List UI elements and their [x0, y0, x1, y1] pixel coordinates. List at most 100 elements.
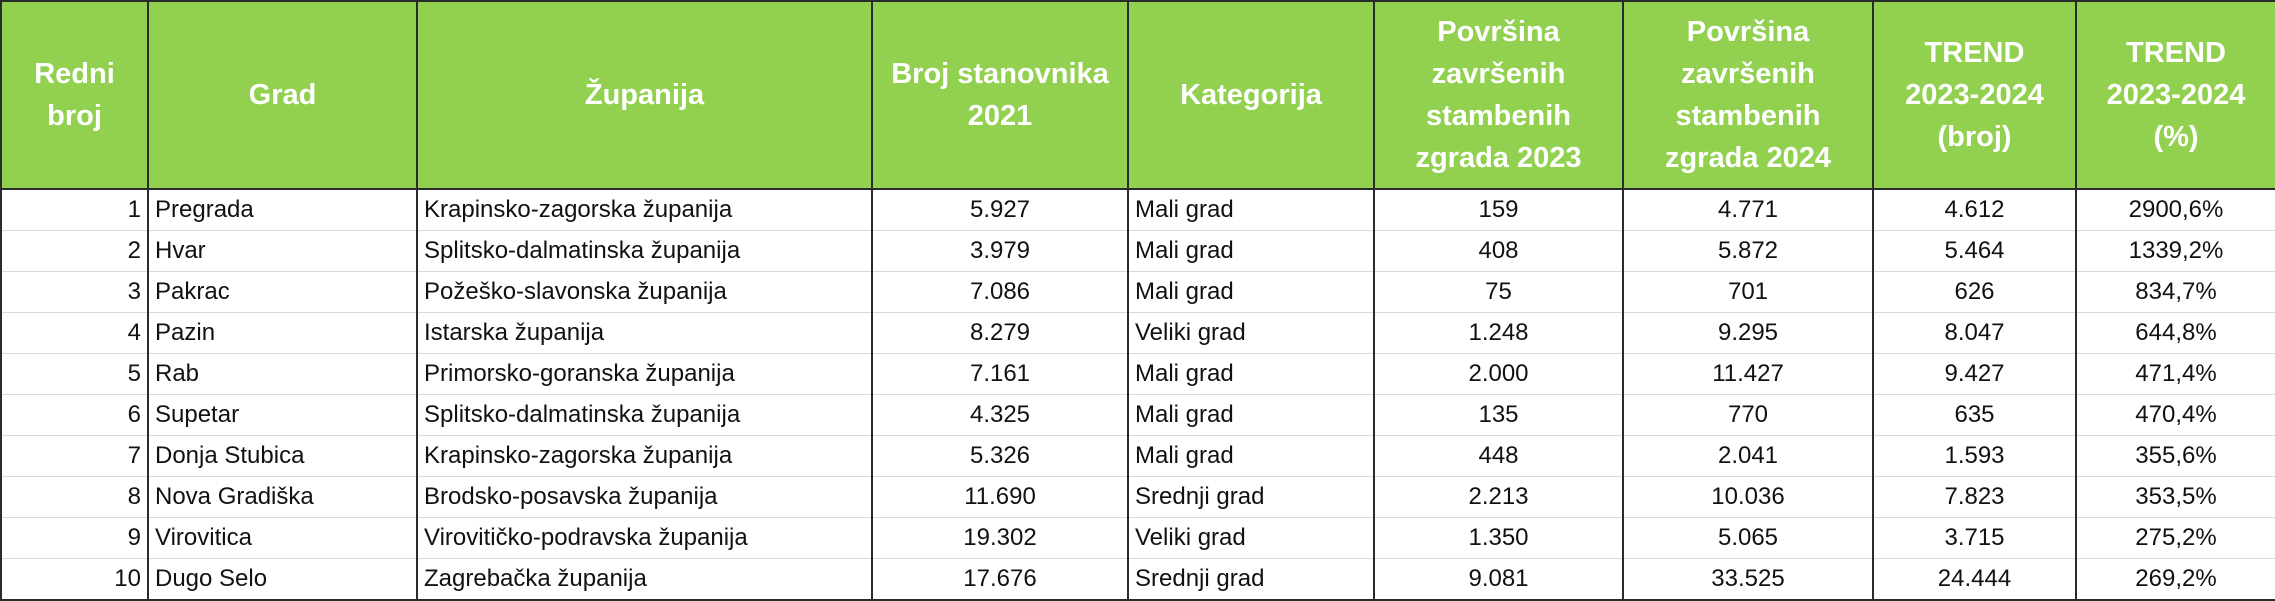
table-cell: 3.715: [1872, 517, 2077, 559]
table-cell: 2900,6%: [2075, 189, 2275, 231]
table-cell: 770: [1622, 394, 1874, 436]
table-body: 1 Pregrada Krapinsko-zagorska županija 5.92…: [0, 189, 2275, 601]
table-cell: 275,2%: [2075, 517, 2275, 559]
table-cell: 5.065: [1622, 517, 1874, 559]
table-cell: 10: [0, 558, 149, 601]
table-cell: 471,4%: [2075, 353, 2275, 395]
table-cell: Pakrac: [147, 271, 418, 313]
table-cell: 701: [1622, 271, 1874, 313]
table-cell: 2.041: [1622, 435, 1874, 477]
table-cell: 33.525: [1622, 558, 1874, 601]
table-cell: 4.612: [1872, 189, 2077, 231]
table-cell: 1.350: [1373, 517, 1624, 559]
table-cell: Dugo Selo: [147, 558, 418, 601]
table-row: 5 Rab Primorsko-goranska županija 7.161 Mali…: [0, 353, 2275, 395]
table-row: 9 Virovitica Virovitičko-podravska županij…: [0, 517, 2275, 559]
table-cell: Nova Gradiška: [147, 476, 418, 518]
table-cell: 7.161: [871, 353, 1129, 395]
table-cell: 1.593: [1872, 435, 2077, 477]
column-header: Kategorija: [1127, 0, 1375, 190]
table-cell: Zagrebačka županija: [416, 558, 873, 601]
table-cell: Splitsko-dalmatinska županija: [416, 230, 873, 272]
table-cell: Supetar: [147, 394, 418, 436]
table-cell: 5.464: [1872, 230, 2077, 272]
table-cell: 7: [0, 435, 149, 477]
table-cell: 4.325: [871, 394, 1129, 436]
table-cell: 1.248: [1373, 312, 1624, 354]
table-row: 2 Hvar Splitsko-dalmatinska županija 3.979 M…: [0, 230, 2275, 272]
table-cell: Krapinsko-zagorska županija: [416, 189, 873, 231]
header-row: Redni broj Grad Županija Broj stanovnika 20…: [0, 0, 2275, 190]
table-cell: 11.427: [1622, 353, 1874, 395]
table-cell: 1339,2%: [2075, 230, 2275, 272]
table-cell: 5.927: [871, 189, 1129, 231]
table-cell: Mali grad: [1127, 230, 1375, 272]
table-row: 1 Pregrada Krapinsko-zagorska županija 5.92…: [0, 189, 2275, 231]
table-cell: Mali grad: [1127, 271, 1375, 313]
table-cell: 4: [0, 312, 149, 354]
table-cell: 4.771: [1622, 189, 1874, 231]
table-cell: 1: [0, 189, 149, 231]
table-cell: Rab: [147, 353, 418, 395]
table-cell: Splitsko-dalmatinska županija: [416, 394, 873, 436]
table-cell: 9.427: [1872, 353, 2077, 395]
table-cell: 17.676: [871, 558, 1129, 601]
table-cell: 2.000: [1373, 353, 1624, 395]
table-cell: 626: [1872, 271, 2077, 313]
table-cell: 5.326: [871, 435, 1129, 477]
table-cell: 8: [0, 476, 149, 518]
column-header: Površina završenih stambenih zgrada 2023: [1373, 0, 1624, 190]
table-row: 7 Donja Stubica Krapinsko-zagorska županij…: [0, 435, 2275, 477]
table-cell: 6: [0, 394, 149, 436]
table-cell: Pazin: [147, 312, 418, 354]
table-cell: 3.979: [871, 230, 1129, 272]
table-cell: 7.823: [1872, 476, 2077, 518]
column-header: TREND 2023-2024 (broj): [1872, 0, 2077, 190]
table-cell: 159: [1373, 189, 1624, 231]
table-cell: 470,4%: [2075, 394, 2275, 436]
table-cell: 269,2%: [2075, 558, 2275, 601]
table-cell: 10.036: [1622, 476, 1874, 518]
table-row: 4 Pazin Istarska županija 8.279 Veliki grad 1…: [0, 312, 2275, 354]
table-cell: Primorsko-goranska županija: [416, 353, 873, 395]
table-cell: 11.690: [871, 476, 1129, 518]
table-cell: 2.213: [1373, 476, 1624, 518]
table-cell: Mali grad: [1127, 353, 1375, 395]
table-cell: 9: [0, 517, 149, 559]
table-cell: 2: [0, 230, 149, 272]
table-cell: Donja Stubica: [147, 435, 418, 477]
table-cell: Srednji grad: [1127, 558, 1375, 601]
table-row: 6 Supetar Splitsko-dalmatinska županija 4.3…: [0, 394, 2275, 436]
table-cell: 8.047: [1872, 312, 2077, 354]
table-cell: 834,7%: [2075, 271, 2275, 313]
table-cell: Virovitica: [147, 517, 418, 559]
table-cell: 135: [1373, 394, 1624, 436]
column-header: Grad: [147, 0, 418, 190]
table-cell: 9.295: [1622, 312, 1874, 354]
table-cell: 3: [0, 271, 149, 313]
table-cell: Pregrada: [147, 189, 418, 231]
table-cell: Istarska županija: [416, 312, 873, 354]
table-cell: 9.081: [1373, 558, 1624, 601]
table-cell: Krapinsko-zagorska županija: [416, 435, 873, 477]
table-cell: Srednji grad: [1127, 476, 1375, 518]
table-cell: 448: [1373, 435, 1624, 477]
table-row: 10 Dugo Selo Zagrebačka županija 17.676 Sred…: [0, 558, 2275, 601]
table-cell: 19.302: [871, 517, 1129, 559]
table-cell: 644,8%: [2075, 312, 2275, 354]
table-cell: Mali grad: [1127, 394, 1375, 436]
table-cell: 408: [1373, 230, 1624, 272]
table-cell: 24.444: [1872, 558, 2077, 601]
table-cell: Virovitičko-podravska županija: [416, 517, 873, 559]
table-row: 3 Pakrac Požeško-slavonska županija 7.086 Ma…: [0, 271, 2275, 313]
table-cell: 7.086: [871, 271, 1129, 313]
column-header: Županija: [416, 0, 873, 190]
table-cell: Hvar: [147, 230, 418, 272]
table-cell: Brodsko-posavska županija: [416, 476, 873, 518]
table-cell: 8.279: [871, 312, 1129, 354]
column-header: Broj stanovnika 2021: [871, 0, 1129, 190]
table-cell: 355,6%: [2075, 435, 2275, 477]
table-cell: Veliki grad: [1127, 312, 1375, 354]
